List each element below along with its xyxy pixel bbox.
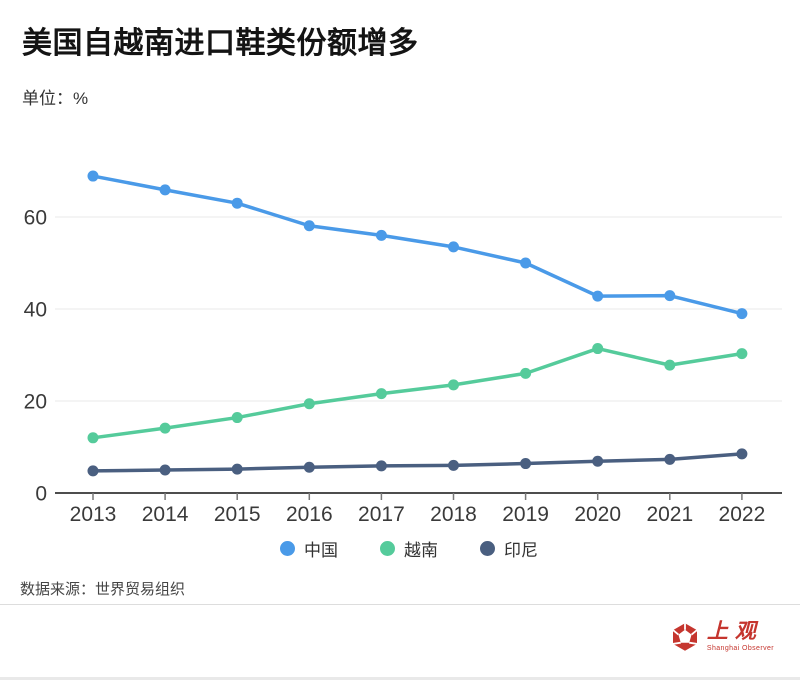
svg-text:2017: 2017 <box>358 503 405 526</box>
bottom-accent-band <box>0 677 800 680</box>
logo-name-en: Shanghai Observer <box>706 645 774 652</box>
svg-text:0: 0 <box>35 482 47 505</box>
legend-item-china: 中国 <box>280 536 338 561</box>
legend-label-indonesia: 印尼 <box>504 540 538 560</box>
svg-text:40: 40 <box>24 298 47 321</box>
vietnam-series-dot-icon <box>380 540 395 556</box>
legend-label-vietnam: 越南 <box>404 540 438 560</box>
legend-item-vietnam: 越南 <box>380 536 438 561</box>
svg-text:2015: 2015 <box>214 503 261 526</box>
svg-text:2021: 2021 <box>646 503 693 526</box>
svg-text:2014: 2014 <box>142 503 189 526</box>
chart-title: 美国自越南进口鞋类份额增多 <box>22 27 419 60</box>
svg-text:2020: 2020 <box>574 503 621 526</box>
svg-text:2013: 2013 <box>70 503 117 526</box>
logo-text: 上观 Shanghai Observer <box>706 619 774 653</box>
indonesia-series-dot-icon <box>480 540 495 556</box>
pinwheel-logo-icon <box>672 622 698 651</box>
unit-label: 单位：% <box>22 89 89 108</box>
legend-label-china: 中国 <box>304 540 338 560</box>
logo-name-cn: 上观 <box>706 619 763 643</box>
svg-text:2018: 2018 <box>430 503 477 526</box>
shanghai-observer-logo: 上观 Shanghai Observer <box>670 621 774 652</box>
line-chart: 0 20 40 60 2013 2014 2015 2016 2017 2018 2019 2020 2… <box>24 170 782 526</box>
svg-text:2019: 2019 <box>502 503 549 526</box>
footer-divider <box>0 604 800 605</box>
chart-legend: 中国 越南 印尼 <box>0 535 800 561</box>
data-source: 数据来源：世界贸易组织 <box>20 581 186 598</box>
svg-text:2016: 2016 <box>286 503 333 526</box>
legend-item-indonesia: 印尼 <box>480 536 538 561</box>
svg-text:2022: 2022 <box>719 503 766 526</box>
svg-text:20: 20 <box>24 390 47 413</box>
svg-text:60: 60 <box>24 206 47 229</box>
china-series-dot-icon <box>280 540 295 556</box>
